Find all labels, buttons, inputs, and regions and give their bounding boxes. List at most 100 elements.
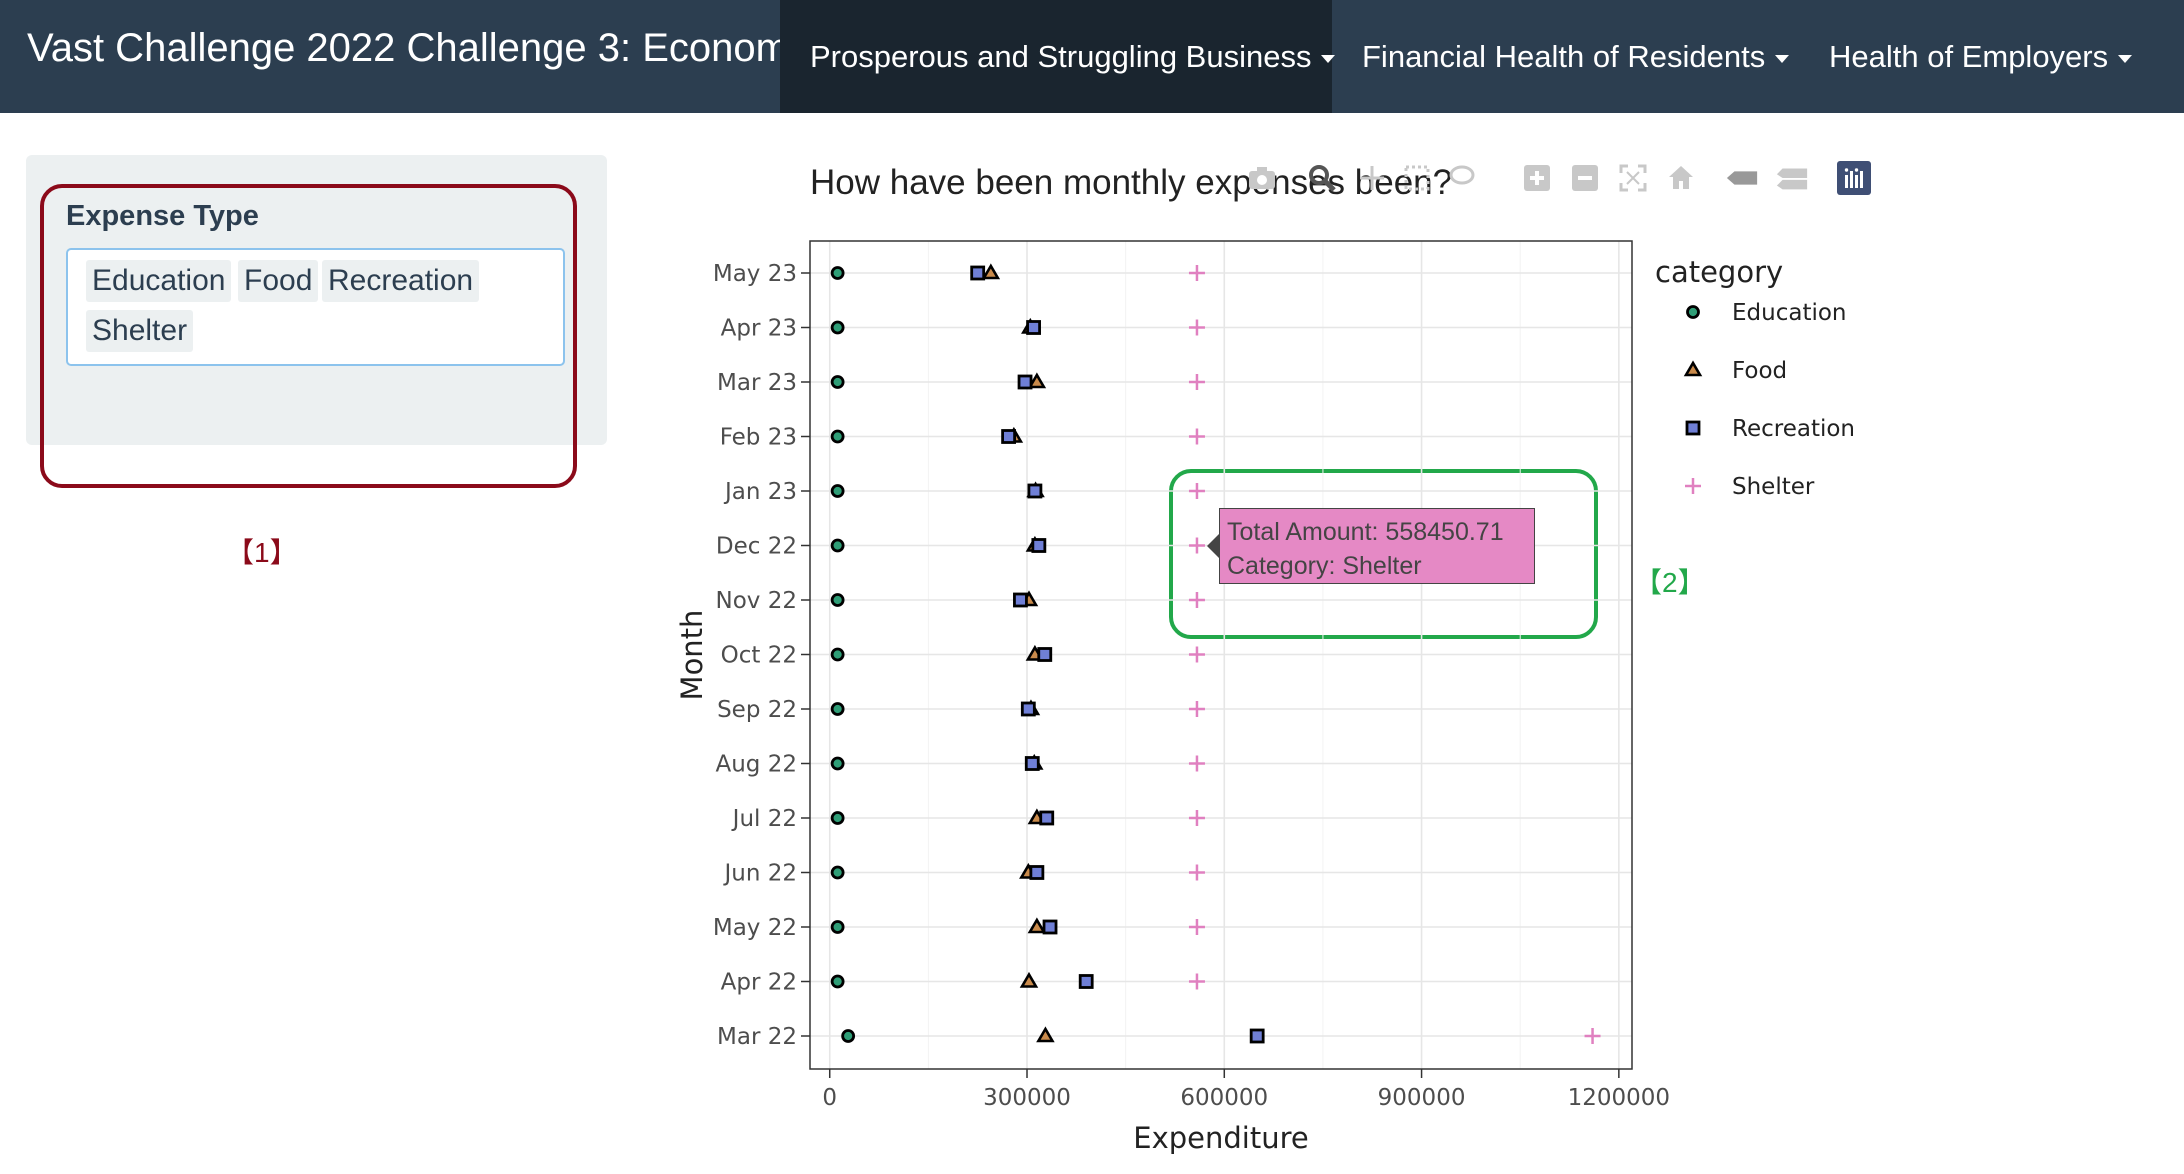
legend-key-food [1683, 360, 1703, 377]
nav-prosperous-business[interactable]: Prosperous and Struggling Business [780, 0, 1336, 113]
zoom-icon[interactable] [1305, 160, 1339, 196]
point-education [830, 484, 845, 498]
point-recreation [1037, 647, 1053, 662]
x-tick-label: 0 [822, 1085, 837, 1111]
autoscale-icon[interactable] [1616, 160, 1650, 196]
point-food [1036, 1026, 1055, 1043]
point-recreation [1013, 592, 1028, 608]
zoom-in-icon[interactable] [1520, 160, 1554, 196]
legend-key-education [1686, 305, 1700, 319]
point-recreation [1026, 320, 1041, 335]
plotly-logo-icon[interactable] [1837, 160, 1871, 196]
y-axis-title: Month [675, 610, 709, 701]
zoom-out-icon[interactable] [1568, 160, 1602, 196]
point-food [1027, 372, 1047, 389]
point-food [1027, 917, 1047, 934]
annotation-label-1: 【1】 [226, 537, 298, 568]
point-education [830, 920, 845, 934]
point-shelter [1188, 919, 1205, 935]
nav-health-employers[interactable]: Health of Employers [1829, 0, 2133, 113]
x-axis: 0 300000 600000 900000 1200000 Expenditure [822, 1069, 1670, 1155]
x-axis-title: Expenditure [1133, 1121, 1308, 1155]
point-education [830, 811, 845, 825]
tooltip-category: Category: Shelter [1227, 552, 1422, 580]
x-tick-label: 900000 [1378, 1085, 1466, 1111]
chip-recreation[interactable]: Recreation [322, 260, 480, 302]
point-shelter [1188, 755, 1205, 772]
nav-prosperous-business-label: Prosperous and Struggling Business [810, 38, 1312, 74]
point-recreation [1020, 701, 1036, 717]
chevron-down-icon [2118, 54, 2133, 63]
y-tick-label: Apr 23 [721, 316, 797, 342]
point-recreation [1017, 374, 1033, 390]
lasso-icon[interactable] [1445, 160, 1479, 196]
point-shelter [1188, 537, 1205, 554]
point-shelter [1584, 1028, 1601, 1044]
legend-label-education: Education [1732, 300, 1847, 326]
legend-label-recreation: Recreation [1732, 416, 1855, 442]
x-tick-label: 600000 [1180, 1085, 1268, 1111]
y-tick-label: Jan 23 [723, 479, 797, 505]
top-navbar: Vast Challenge 2022 Challenge 3: Economi… [0, 0, 2184, 113]
x-tick-label: 300000 [983, 1085, 1071, 1111]
pan-icon[interactable] [1355, 160, 1389, 196]
point-shelter [1188, 592, 1205, 608]
hover-tooltip: Total Amount: 558450.71 Category: Shelte… [1219, 508, 1535, 584]
point-recreation [1024, 756, 1040, 771]
chart-title: How have been monthly expenses been? [810, 163, 1453, 202]
expense-type-label: Expense Type [66, 200, 259, 232]
point-education [830, 593, 845, 607]
point-education [830, 429, 845, 444]
point-education [830, 974, 845, 989]
legend-label-shelter: Shelter [1732, 474, 1815, 500]
chip-education[interactable]: Education [86, 260, 232, 302]
y-tick-label: Jun 22 [722, 861, 797, 887]
y-tick-label: Jul 22 [731, 806, 797, 832]
annotation-box-1 [40, 184, 577, 488]
tooltip-amount: Total Amount: 558450.71 [1227, 518, 1504, 546]
point-shelter [1188, 864, 1205, 881]
point-education [830, 320, 845, 335]
point-food [1019, 971, 1039, 988]
chevron-down-icon [1775, 54, 1790, 63]
y-tick-label: Apr 22 [721, 970, 797, 996]
point-shelter [1188, 701, 1205, 717]
point-recreation [1001, 429, 1016, 444]
nav-financial-health[interactable]: Financial Health of Residents [1362, 0, 1790, 113]
point-recreation [1078, 974, 1094, 989]
expense-type-select[interactable]: Education Food Recreation Shelter [66, 248, 565, 366]
compare-hover-icon[interactable] [1775, 160, 1809, 196]
spike-lines-icon[interactable] [1725, 160, 1759, 196]
reset-axes-icon[interactable] [1664, 160, 1698, 196]
camera-icon[interactable] [1245, 160, 1279, 196]
nav-health-employers-label: Health of Employers [1829, 38, 2109, 74]
annotation-label-2: 【2】 [1634, 567, 1706, 598]
chip-shelter[interactable]: Shelter [86, 310, 194, 352]
point-recreation [1249, 1028, 1265, 1044]
legend-key-recreation [1685, 420, 1701, 436]
annotation-box-2 [1169, 469, 1598, 639]
point-shelter [1188, 973, 1205, 990]
point-shelter [1188, 810, 1205, 826]
data-points [830, 263, 1601, 1044]
point-shelter [1188, 265, 1205, 281]
point-recreation [1029, 865, 1045, 880]
legend-label-food: Food [1732, 358, 1787, 384]
y-tick-label: Feb 23 [720, 425, 797, 451]
chart-grid [810, 241, 1632, 1069]
y-tick-label: May 23 [713, 261, 797, 287]
point-education [830, 266, 845, 280]
app-brand-title[interactable]: Vast Challenge 2022 Challenge 3: Economi… [27, 26, 818, 70]
y-tick-label: Dec 22 [716, 534, 797, 560]
chip-food[interactable]: Food [238, 260, 319, 302]
chevron-down-icon [1321, 54, 1336, 63]
point-education [830, 647, 845, 662]
chart-legend: category Education Food Recreation Shelter [1655, 255, 1855, 500]
x-tick-label: 1200000 [1568, 1085, 1670, 1111]
point-shelter [1188, 483, 1205, 499]
point-shelter [1188, 646, 1205, 663]
point-recreation [1027, 483, 1043, 499]
point-education [830, 756, 845, 771]
box-select-icon[interactable] [1400, 160, 1434, 196]
point-food [981, 263, 1001, 280]
